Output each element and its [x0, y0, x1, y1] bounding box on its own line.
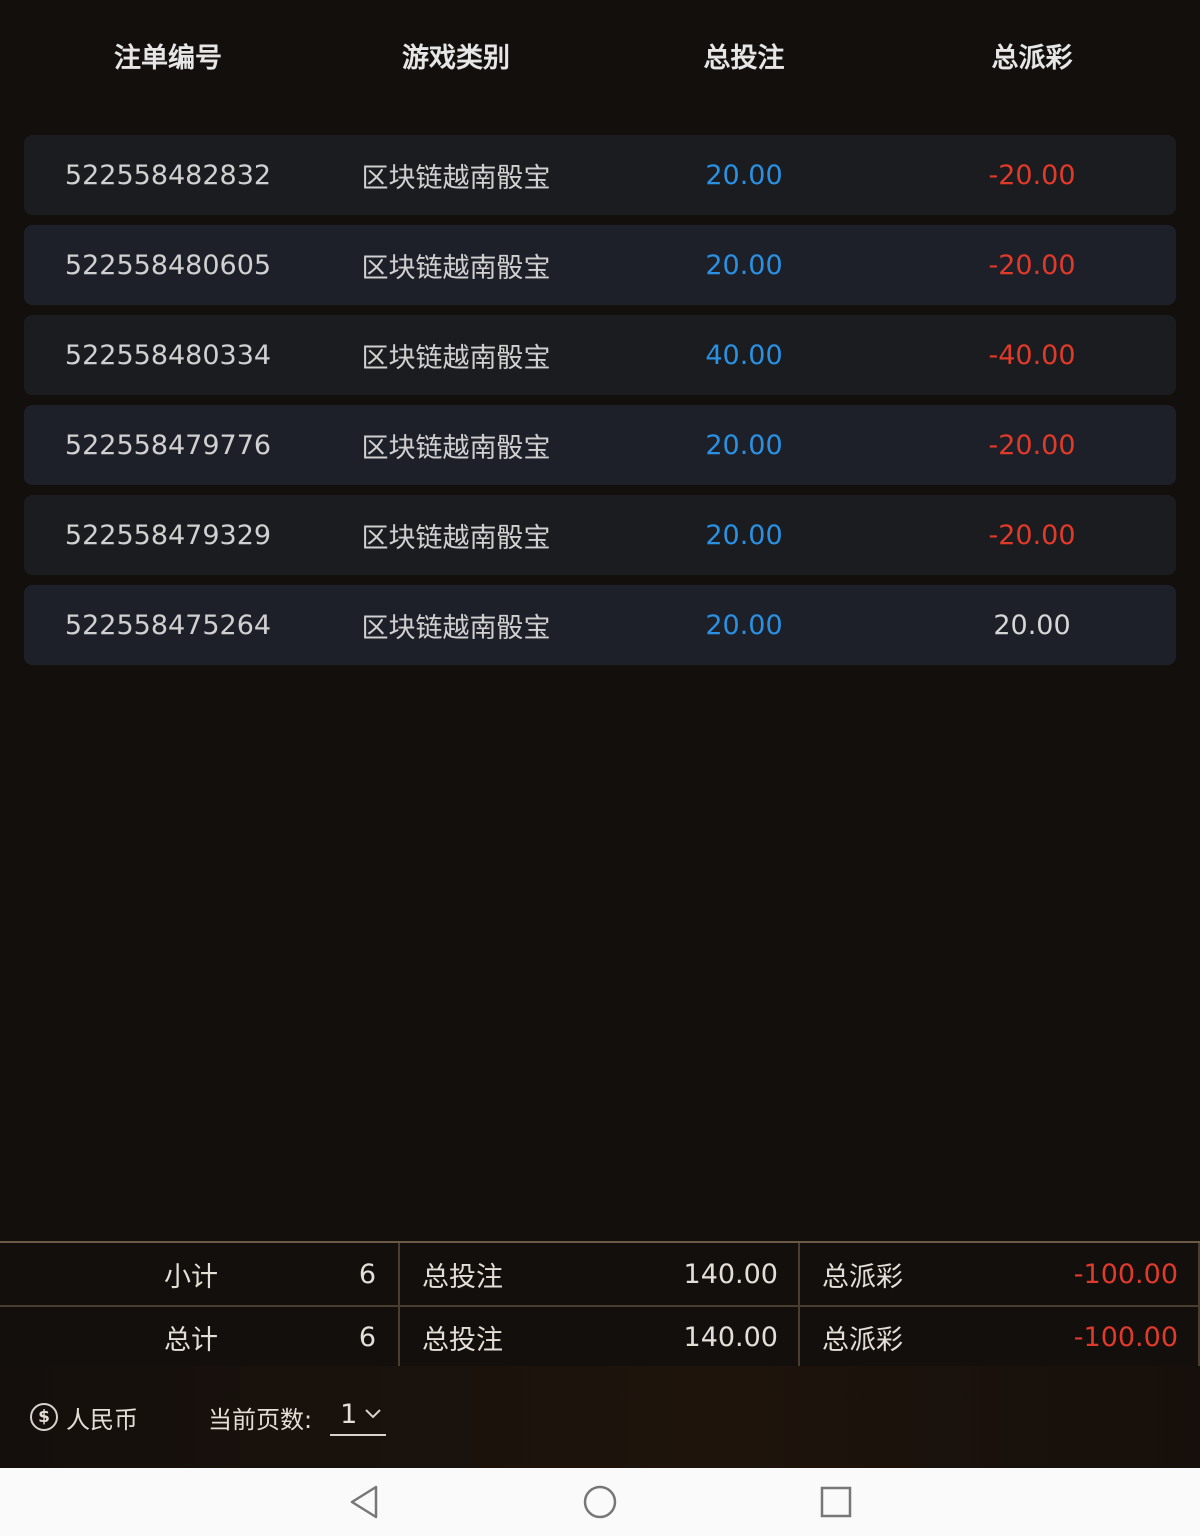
currency-label: 人民币 — [66, 1405, 138, 1434]
total-count: 6 — [358, 1321, 376, 1353]
bet-id: 522558475264 — [64, 609, 272, 641]
game-type: 区块链越南骰宝 — [361, 162, 551, 194]
header-bet-id: 注单编号 — [114, 42, 222, 74]
pagination: 当前页数: 1 — [208, 1398, 387, 1436]
home-icon[interactable] — [582, 1484, 618, 1520]
chevron-down-icon — [365, 1409, 381, 1419]
total-bet: 20.00 — [705, 609, 783, 641]
bet-id: 522558479329 — [64, 519, 272, 551]
bet-id: 522558482832 — [64, 159, 272, 191]
total-payout: -100.00 — [1073, 1321, 1178, 1353]
game-type: 区块链越南骰宝 — [361, 522, 551, 554]
header-game-type: 游戏类别 — [402, 42, 510, 74]
table-row[interactable]: 522558480334 区块链越南骰宝 40.00 -40.00 — [24, 315, 1176, 395]
page-label: 当前页数: — [208, 1405, 313, 1434]
subtotal-payout-label: 总派彩 — [822, 1261, 903, 1293]
total-bet: 20.00 — [705, 159, 783, 191]
table-row[interactable]: 522558479776 区块链越南骰宝 20.00 -20.00 — [24, 405, 1176, 485]
header-total-bet: 总投注 — [703, 42, 785, 74]
total-bet: 20.00 — [705, 519, 783, 551]
total-bet-label: 总投注 — [422, 1324, 503, 1356]
subtotal-payout: -100.00 — [1073, 1258, 1178, 1290]
game-type: 区块链越南骰宝 — [361, 252, 551, 284]
total-row: 总计 6 总投注 140.00 总派彩 -100.00 — [0, 1305, 1200, 1367]
game-type: 区块链越南骰宝 — [361, 612, 551, 644]
subtotal-bet-label: 总投注 — [422, 1261, 503, 1293]
subtotal-bet: 140.00 — [683, 1258, 778, 1290]
dollar-circle-icon: $ — [30, 1403, 58, 1431]
header-total-payout: 总派彩 — [991, 42, 1073, 74]
back-icon[interactable] — [346, 1484, 382, 1520]
bet-list: 522558482832 区块链越南骰宝 20.00 -20.00 5225584806… — [24, 135, 1176, 675]
total-bet: 140.00 — [683, 1321, 778, 1353]
total-bet: 20.00 — [705, 249, 783, 281]
subtotal-count: 6 — [358, 1258, 376, 1290]
total-payout: -20.00 — [988, 249, 1076, 281]
total-payout-label: 总派彩 — [822, 1324, 903, 1356]
game-type: 区块链越南骰宝 — [361, 432, 551, 464]
table-row[interactable]: 522558475264 区块链越南骰宝 20.00 20.00 — [24, 585, 1176, 665]
total-payout: -20.00 — [988, 519, 1076, 551]
table-row[interactable]: 522558480605 区块链越南骰宝 20.00 -20.00 — [24, 225, 1176, 305]
summary-table: 小计 6 总投注 140.00 总派彩 -100.00 总计 6 总投注 140.00 总… — [0, 1241, 1200, 1369]
subtotal-row: 小计 6 总投注 140.00 总派彩 -100.00 — [0, 1243, 1200, 1305]
total-payout: -40.00 — [988, 339, 1076, 371]
game-type: 区块链越南骰宝 — [361, 342, 551, 374]
total-payout: -20.00 — [988, 159, 1076, 191]
total-bet: 20.00 — [705, 429, 783, 461]
table-row[interactable]: 522558479329 区块链越南骰宝 20.00 -20.00 — [24, 495, 1176, 575]
footer-bar: $ 人民币 当前页数: 1 — [0, 1366, 1200, 1468]
total-label: 总计 — [164, 1324, 218, 1356]
currency-selector[interactable]: $ 人民币 — [30, 1400, 138, 1435]
page-select[interactable]: 1 — [330, 1398, 387, 1436]
bet-id: 522558480334 — [64, 339, 272, 371]
recents-icon[interactable] — [818, 1484, 854, 1520]
subtotal-label: 小计 — [164, 1261, 218, 1293]
total-payout: 20.00 — [993, 609, 1071, 641]
bet-id: 522558479776 — [64, 429, 272, 461]
total-bet: 40.00 — [705, 339, 783, 371]
table-header: 注单编号 游戏类别 总投注 总派彩 — [24, 0, 1176, 110]
total-payout: -20.00 — [988, 429, 1076, 461]
table-row[interactable]: 522558482832 区块链越南骰宝 20.00 -20.00 — [24, 135, 1176, 215]
page-value: 1 — [340, 1398, 358, 1430]
bet-id: 522558480605 — [64, 249, 272, 281]
system-nav-bar — [0, 1468, 1200, 1536]
